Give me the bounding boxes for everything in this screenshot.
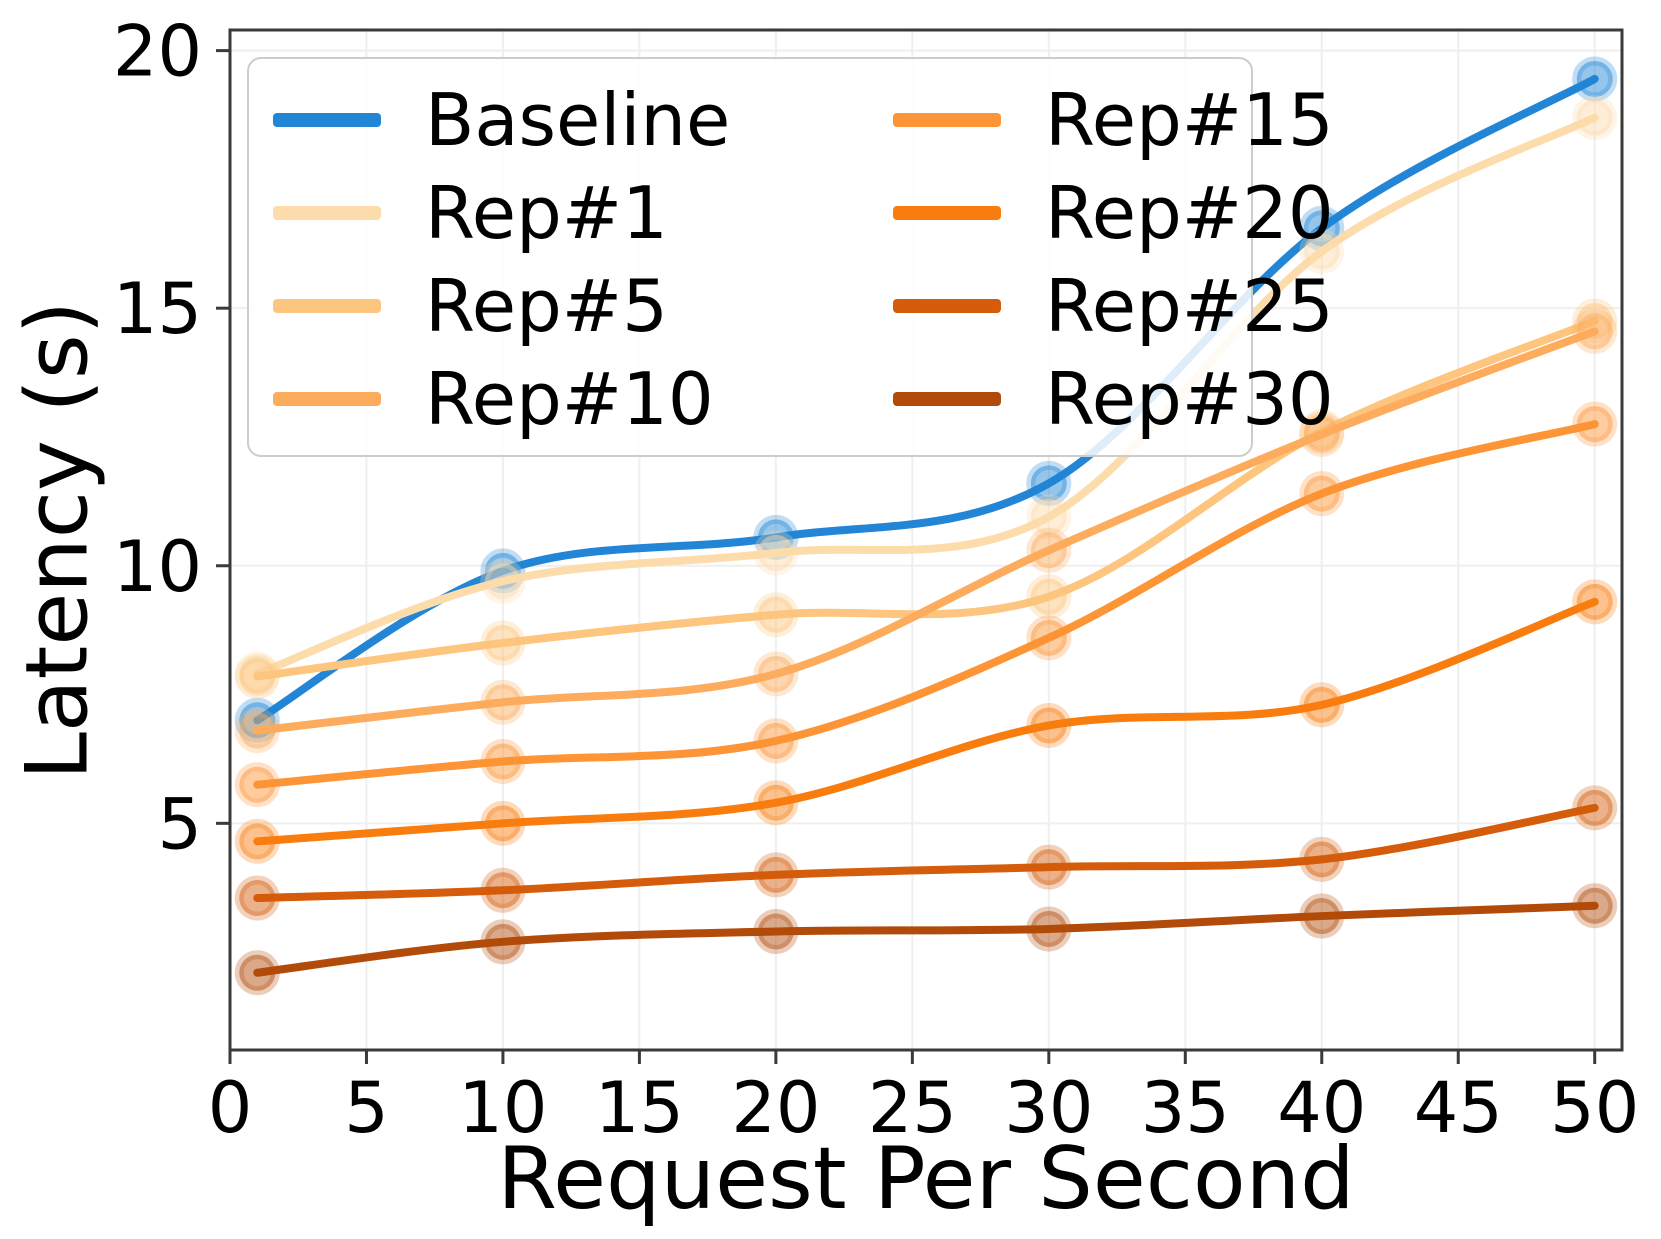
data-point-rep#25	[1026, 844, 1072, 890]
data-point-rep#25	[234, 875, 280, 921]
data-point-rep#5	[1572, 298, 1618, 344]
y-tick-label: 10	[113, 526, 202, 608]
data-point-rep#20	[1026, 702, 1072, 748]
legend-item-baseline: Baseline	[249, 73, 869, 166]
x-tick-label: 35	[1141, 1067, 1230, 1149]
series-line-rep#10	[253, 327, 1599, 735]
legend-item-rep#5: Rep#5	[249, 259, 869, 352]
data-point-rep#15	[234, 762, 280, 808]
data-point-rep#5	[234, 654, 280, 700]
data-point-baseline	[1299, 205, 1345, 251]
x-tick-label: 45	[1414, 1067, 1503, 1149]
legend-swatch-rep#15	[893, 112, 1001, 127]
data-point-rep#15	[753, 718, 799, 764]
series-line-baseline	[253, 74, 1599, 725]
data-point-rep#10	[234, 708, 280, 754]
series-line-rep#15	[253, 420, 1599, 789]
legend-swatch-rep#25	[893, 298, 1001, 313]
data-point-rep#30	[234, 950, 280, 996]
axes-spines	[228, 28, 1624, 1052]
legend-label-baseline: Baseline	[425, 77, 731, 162]
legend-swatch-baseline	[273, 112, 381, 127]
legend-item-rep#1: Rep#1	[249, 166, 869, 259]
legend-item-rep#25: Rep#25	[869, 259, 1334, 352]
data-point-baseline	[1026, 460, 1072, 506]
legend-label-rep#15: Rep#15	[1045, 77, 1334, 162]
data-point-rep#25	[1572, 785, 1618, 831]
data-point-rep#15	[1299, 471, 1345, 517]
data-point-rep#30	[1026, 906, 1072, 952]
x-axis-label: Request Per Second	[497, 1129, 1355, 1229]
chart-legend: Baseline Rep#1 Rep#5 Rep#10 Rep#15 Rep#20 Rep#…	[247, 57, 1334, 457]
legend-swatch-rep#1	[273, 205, 381, 220]
data-point-rep#1	[480, 558, 526, 604]
data-point-rep#20	[753, 780, 799, 826]
legend-label-rep#5: Rep#5	[425, 263, 668, 348]
data-point-rep#10	[1299, 411, 1345, 457]
data-point-rep#1	[1572, 95, 1618, 141]
data-point-rep#15	[480, 739, 526, 785]
x-tick-label: 30	[1004, 1067, 1093, 1149]
legend-label-rep#10: Rep#10	[425, 356, 714, 441]
data-point-rep#1	[753, 530, 799, 576]
data-point-rep#1	[1026, 494, 1072, 540]
legend-label-rep#30: Rep#30	[1045, 356, 1334, 441]
y-axis-label: Latency (s)	[7, 300, 108, 780]
data-point-rep#20	[1572, 579, 1618, 625]
legend-swatch-rep#20	[893, 205, 1001, 220]
x-tick-label: 20	[731, 1067, 820, 1149]
data-point-rep#30	[753, 909, 799, 955]
data-point-rep#10	[1026, 527, 1072, 573]
series-line-rep#20	[253, 597, 1599, 846]
x-tick-label: 5	[344, 1067, 389, 1149]
data-point-rep#5	[480, 620, 526, 666]
legend-item-rep#30: Rep#30	[869, 352, 1334, 445]
x-tick-label: 10	[458, 1067, 547, 1149]
x-tick-label: 0	[208, 1067, 253, 1149]
x-tick-label: 50	[1550, 1067, 1639, 1149]
data-point-rep#20	[480, 800, 526, 846]
data-point-rep#20	[234, 818, 280, 864]
data-point-rep#30	[1299, 893, 1345, 939]
data-point-baseline	[1572, 56, 1618, 102]
y-tick-label: 15	[113, 268, 202, 350]
data-point-rep#30	[480, 919, 526, 965]
legend-item-rep#15: Rep#15	[869, 73, 1334, 166]
legend-swatch-rep#5	[273, 298, 381, 313]
data-point-rep#25	[480, 867, 526, 913]
series-line-rep#1	[253, 113, 1599, 678]
x-tick-label: 25	[868, 1067, 957, 1149]
y-tick-label: 5	[157, 783, 202, 865]
data-point-rep#25	[1299, 836, 1345, 882]
data-point-rep#30	[1572, 883, 1618, 929]
data-point-rep#25	[753, 852, 799, 898]
data-point-rep#15	[1026, 615, 1072, 661]
legend-label-rep#1: Rep#1	[425, 170, 668, 255]
legend-swatch-rep#30	[893, 391, 1001, 406]
data-point-rep#20	[1299, 682, 1345, 728]
series-line-rep#5	[253, 317, 1599, 681]
legend-swatch-rep#10	[273, 391, 381, 406]
data-point-rep#1	[1299, 229, 1345, 275]
data-point-rep#10	[1572, 308, 1618, 354]
data-point-rep#5	[1026, 574, 1072, 620]
x-tick-label: 40	[1277, 1067, 1366, 1149]
data-point-rep#5	[753, 592, 799, 638]
data-point-rep#10	[753, 651, 799, 697]
x-tick-label: 15	[595, 1067, 684, 1149]
series-line-rep#25	[253, 803, 1599, 903]
data-point-rep#10	[480, 679, 526, 725]
y-tick-label: 20	[113, 11, 202, 93]
data-point-rep#15	[1572, 401, 1618, 447]
legend-item-rep#10: Rep#10	[249, 352, 869, 445]
series-line-rep#30	[253, 901, 1599, 977]
legend-label-rep#25: Rep#25	[1045, 263, 1334, 348]
legend-item-rep#20: Rep#20	[869, 166, 1334, 259]
legend-label-rep#20: Rep#20	[1045, 170, 1334, 255]
